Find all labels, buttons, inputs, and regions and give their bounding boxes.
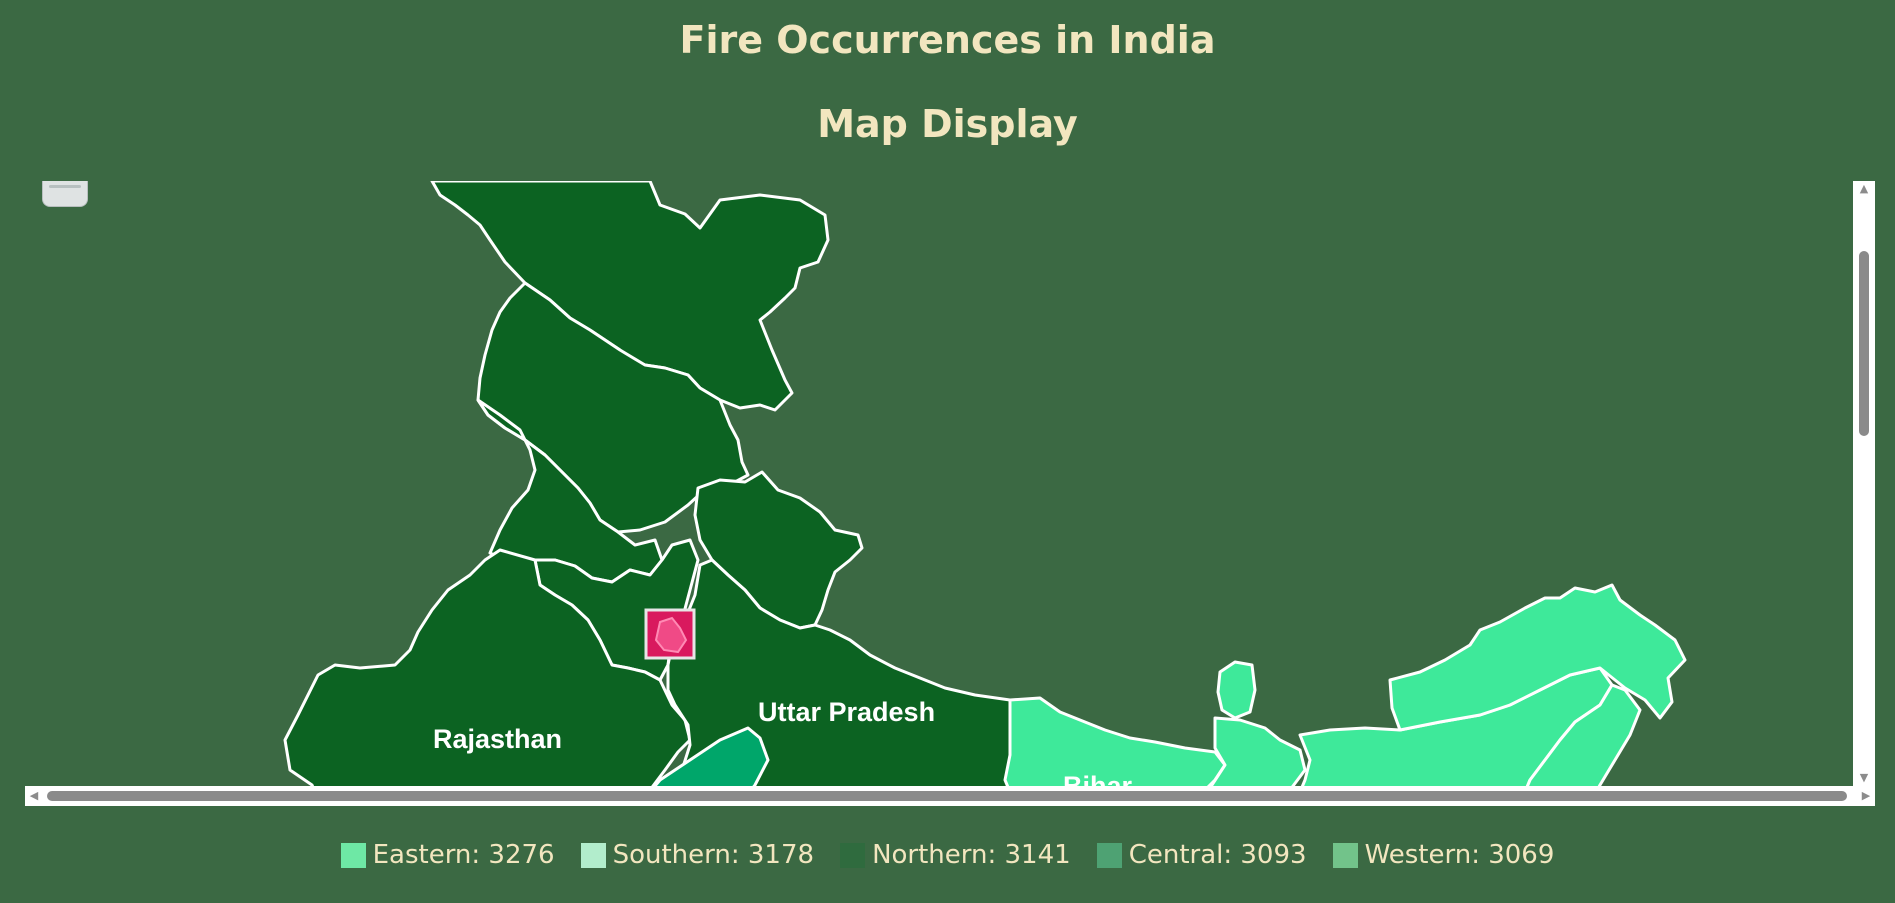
legend-swatch [1096, 842, 1122, 868]
legend-item-central[interactable]: Central: 3093 [1096, 840, 1307, 870]
scroll-down-icon[interactable]: ▼ [1859, 771, 1869, 784]
map-viewport[interactable]: Rajasthan Uttar Pradesh Bihar [25, 181, 1875, 804]
legend-swatch [580, 842, 606, 868]
label-uttar-pradesh: Uttar Pradesh [758, 697, 936, 727]
state-himachal-pradesh[interactable] [476, 281, 750, 534]
horizontal-scroll-thumb[interactable] [47, 791, 1847, 801]
vertical-scrollbar[interactable]: ▲ ▼ [1853, 181, 1875, 786]
legend-swatch [1332, 842, 1358, 868]
state-arunachal-pradesh[interactable] [1388, 583, 1687, 732]
legend-label: Western: 3069 [1364, 840, 1555, 870]
legend-swatch [340, 842, 366, 868]
page-subtitle: Map Display [817, 102, 1078, 146]
india-map[interactable] [25, 181, 1875, 804]
legend-item-eastern[interactable]: Eastern: 3276 [340, 840, 555, 870]
legend-label: Southern: 3178 [612, 840, 815, 870]
scroll-left-icon[interactable]: ◀ [29, 789, 39, 802]
legend-item-western[interactable]: Western: 3069 [1332, 840, 1555, 870]
state-nagaland[interactable] [1518, 683, 1642, 804]
vertical-scroll-thumb[interactable] [1859, 251, 1869, 436]
label-rajasthan: Rajasthan [433, 724, 563, 754]
legend-item-southern[interactable]: Southern: 3178 [580, 840, 815, 870]
legend: Eastern: 3276 Southern: 3178 Northern: 3… [0, 840, 1895, 870]
state-sikkim[interactable] [1216, 660, 1257, 720]
map-reset-tab[interactable] [42, 181, 88, 207]
legend-label: Central: 3093 [1128, 840, 1307, 870]
state-jammu-kashmir[interactable] [430, 181, 830, 412]
scroll-up-icon[interactable]: ▲ [1859, 182, 1869, 195]
legend-label: Northern: 3141 [872, 840, 1071, 870]
page-title: Fire Occurrences in India [679, 18, 1216, 62]
legend-swatch [840, 842, 866, 868]
scroll-right-icon[interactable]: ▶ [1861, 789, 1871, 802]
state-delhi[interactable] [654, 616, 688, 654]
legend-item-northern[interactable]: Northern: 3141 [840, 840, 1071, 870]
horizontal-scrollbar[interactable]: ◀ ▶ [25, 786, 1875, 806]
legend-label: Eastern: 3276 [372, 840, 555, 870]
